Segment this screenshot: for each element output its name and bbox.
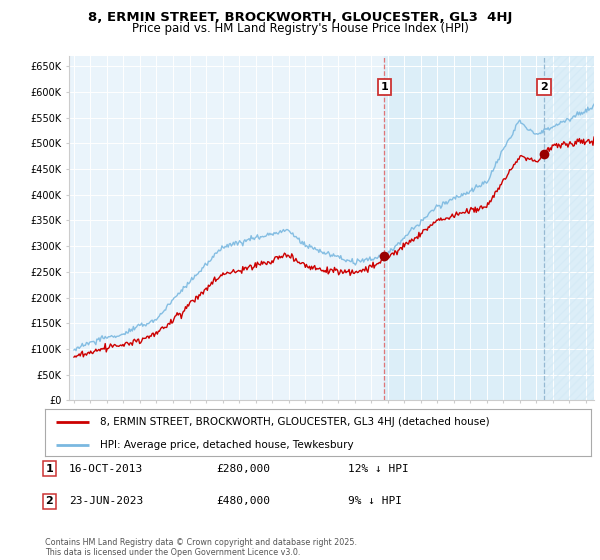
- Text: 8, ERMIN STREET, BROCKWORTH, GLOUCESTER, GL3 4HJ (detached house): 8, ERMIN STREET, BROCKWORTH, GLOUCESTER,…: [100, 417, 489, 427]
- Text: 2: 2: [46, 496, 53, 506]
- Bar: [544, 56, 594, 400]
- Text: 16-OCT-2013: 16-OCT-2013: [69, 464, 143, 474]
- Text: 1: 1: [46, 464, 53, 474]
- Text: HPI: Average price, detached house, Tewkesbury: HPI: Average price, detached house, Tewk…: [100, 440, 353, 450]
- Text: 8, ERMIN STREET, BROCKWORTH, GLOUCESTER, GL3  4HJ: 8, ERMIN STREET, BROCKWORTH, GLOUCESTER,…: [88, 11, 512, 24]
- Text: Price paid vs. HM Land Registry's House Price Index (HPI): Price paid vs. HM Land Registry's House …: [131, 22, 469, 35]
- Bar: [384, 56, 594, 400]
- Text: £280,000: £280,000: [216, 464, 270, 474]
- Text: £480,000: £480,000: [216, 496, 270, 506]
- Text: 23-JUN-2023: 23-JUN-2023: [69, 496, 143, 506]
- Text: 12% ↓ HPI: 12% ↓ HPI: [348, 464, 409, 474]
- Text: Contains HM Land Registry data © Crown copyright and database right 2025.
This d: Contains HM Land Registry data © Crown c…: [45, 538, 357, 557]
- Text: 2: 2: [540, 82, 548, 92]
- Text: 9% ↓ HPI: 9% ↓ HPI: [348, 496, 402, 506]
- Text: 1: 1: [380, 82, 388, 92]
